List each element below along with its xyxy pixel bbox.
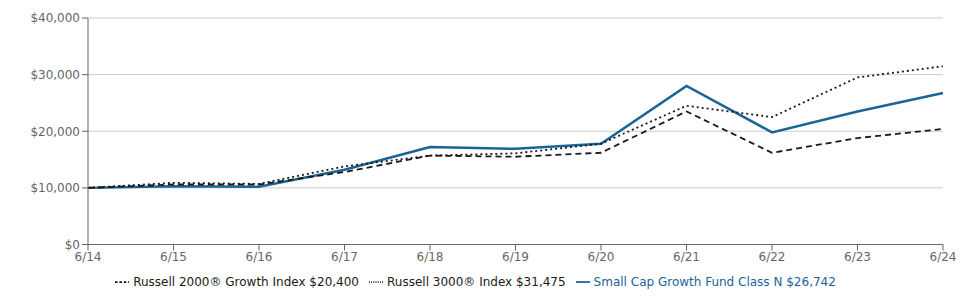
svg-text:$30,000: $30,000 bbox=[30, 68, 80, 82]
svg-text:6/23: 6/23 bbox=[844, 250, 871, 264]
svg-text:6/24: 6/24 bbox=[930, 250, 957, 264]
svg-text:6/21: 6/21 bbox=[673, 250, 700, 264]
svg-text:6/15: 6/15 bbox=[160, 250, 187, 264]
svg-text:6/18: 6/18 bbox=[417, 250, 444, 264]
svg-text:$10,000: $10,000 bbox=[30, 181, 80, 195]
svg-text:6/20: 6/20 bbox=[588, 250, 615, 264]
svg-text:$0: $0 bbox=[65, 238, 80, 252]
html-text:Small Cap Growth Fund Class N: Small Cap Growth Fund Class N $26,742 bbox=[593, 274, 836, 289]
html-text:Russell 3000® Index $31,475: Russell 3000® Index $31,475 bbox=[387, 274, 566, 289]
svg-text:6/16: 6/16 bbox=[246, 250, 273, 264]
svg-text:$40,000: $40,000 bbox=[30, 11, 80, 25]
svg-text:6/22: 6/22 bbox=[759, 250, 786, 264]
html-text:Russell 2000® Growth Index $20: Russell 2000® Growth Index $20,400 bbox=[133, 274, 359, 289]
svg-text:6/14: 6/14 bbox=[75, 250, 102, 264]
svg-text:6/19: 6/19 bbox=[502, 250, 529, 264]
svg-text:6/17: 6/17 bbox=[331, 250, 358, 264]
svg-text:$20,000: $20,000 bbox=[30, 125, 80, 139]
